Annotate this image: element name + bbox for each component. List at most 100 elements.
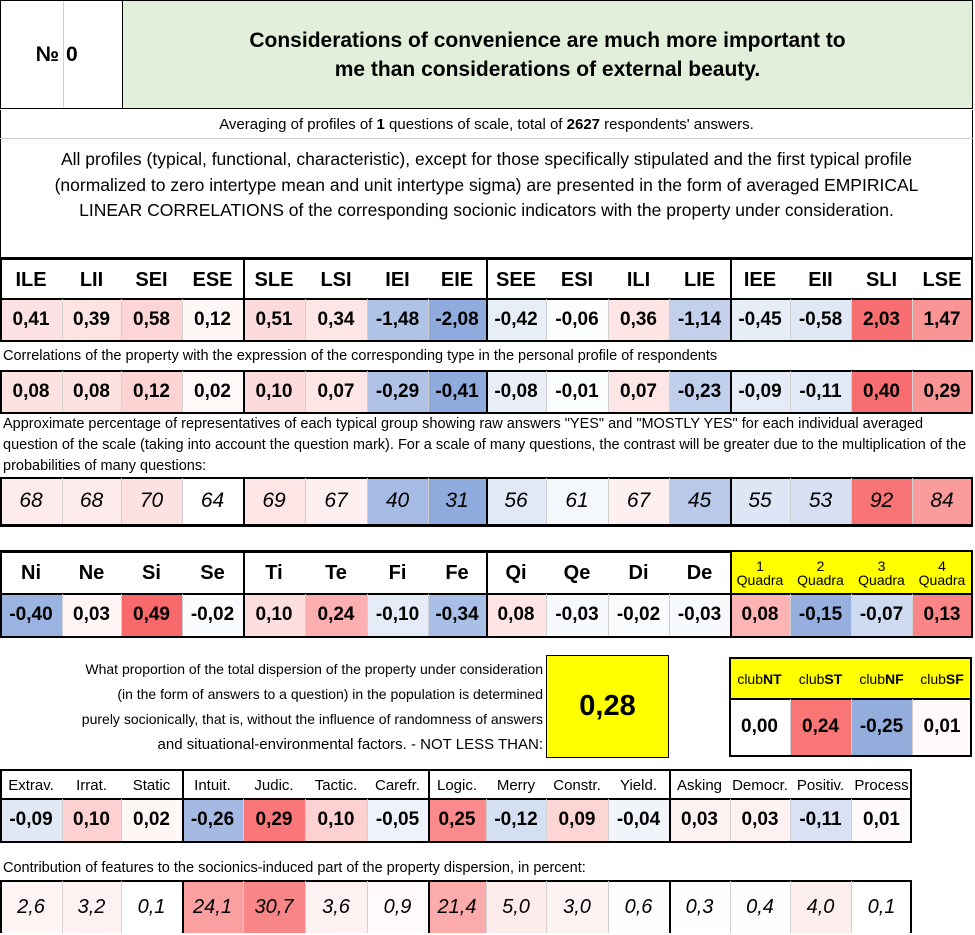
- quadra-value: 0,08: [730, 594, 790, 636]
- trait-contribution: 0,9: [367, 881, 428, 933]
- trait-header: Positiv.: [796, 776, 845, 794]
- trait-contribution: 21,4: [428, 881, 486, 933]
- type-correlation: 0,29: [912, 371, 972, 412]
- trait-header: Logic.: [436, 776, 478, 794]
- type-correlation: -0,23: [669, 371, 730, 412]
- trait-contribution: 5,0: [486, 881, 546, 933]
- type-percentage: 68: [0, 478, 62, 524]
- trait-header: Constr.: [553, 776, 601, 794]
- trait-header: Yield.: [620, 776, 657, 794]
- type-value: 0,58: [121, 299, 182, 340]
- type-correlation: 0,07: [305, 371, 367, 412]
- type-correlation: -0,29: [367, 371, 428, 412]
- type-correlation: 0,08: [62, 371, 121, 412]
- function-header: Ne: [78, 561, 105, 584]
- type-percentage: 92: [851, 478, 912, 524]
- type-percentage: 84: [912, 478, 972, 524]
- club-prefix: club: [859, 671, 885, 687]
- quadra-header: 4 Quadra: [912, 552, 972, 594]
- function-value: -0,03: [669, 594, 730, 636]
- type-percentage: 68: [62, 478, 121, 524]
- club-suffix: ST: [824, 671, 843, 687]
- trait-value: -0,11: [790, 799, 851, 841]
- quadra-label: Quadra: [736, 572, 784, 588]
- trait-value: 0,29: [243, 799, 305, 841]
- type-header: ESE: [192, 268, 233, 291]
- trait-value: 0,10: [305, 799, 367, 841]
- type-header: LIE: [683, 268, 716, 291]
- trait-value: -0,09: [0, 799, 62, 841]
- type-percentage: 40: [367, 478, 428, 524]
- clubs-table: club NT 0,00 club ST 0,24 club NF -0,25 club SF 0,0…: [729, 657, 972, 757]
- function-header: Se: [200, 561, 225, 584]
- type-header: SEI: [135, 268, 168, 291]
- function-value: -0,40: [0, 594, 62, 636]
- quadra-label: Quadra: [797, 572, 844, 588]
- function-value: 0,08: [486, 594, 546, 636]
- trait-header: Democr.: [732, 776, 788, 794]
- type-header: IEI: [385, 268, 410, 291]
- function-value: -0,02: [608, 594, 669, 636]
- type-percentage: 67: [608, 478, 669, 524]
- type-value: -0,06: [546, 299, 608, 340]
- trait-value: 0,25: [428, 799, 486, 841]
- type-value: -0,45: [730, 299, 790, 340]
- type-value: -0,58: [790, 299, 851, 340]
- trait-contribution: 0,3: [669, 881, 730, 933]
- number-value: 0: [66, 42, 78, 66]
- club-suffix: NT: [763, 671, 782, 687]
- trait-contribution: 0,1: [851, 881, 912, 933]
- club-value: 0,00: [729, 699, 790, 755]
- type-header: EII: [808, 268, 833, 291]
- number-label: №: [35, 42, 59, 66]
- trait-header: Irrat.: [76, 776, 107, 794]
- type-value: 2,03: [851, 299, 912, 340]
- type-correlation: -0,09: [730, 371, 790, 412]
- type-correlation: 0,10: [243, 371, 305, 412]
- type-percentage: 70: [121, 478, 182, 524]
- dispersion-value: 0,28: [546, 655, 669, 758]
- trait-value: 0,03: [669, 799, 730, 841]
- trait-header: Asking: [676, 776, 723, 794]
- trait-contribution: 0,4: [730, 881, 790, 933]
- type-correlation: 0,07: [608, 371, 669, 412]
- type-correlation: 0,02: [182, 371, 243, 412]
- type-value: -0,42: [486, 299, 546, 340]
- type-percentage: 55: [730, 478, 790, 524]
- trait-header: Intuit.: [194, 776, 231, 794]
- function-header: Fe: [445, 561, 469, 584]
- quadra-header: 1 Quadra: [730, 552, 790, 594]
- function-header: Si: [142, 561, 161, 584]
- club-header: club SF: [912, 659, 972, 699]
- type-percentage: 45: [669, 478, 730, 524]
- contribution-note: Contribution of features to the socionic…: [0, 855, 912, 881]
- trait-header: Static: [132, 776, 171, 794]
- club-header: club NT: [729, 659, 790, 699]
- club-header: club NF: [851, 659, 912, 699]
- trait-value: 0,03: [730, 799, 790, 841]
- percentage-note: Approximate percentage of representative…: [0, 412, 973, 478]
- function-value: -0,34: [428, 594, 486, 636]
- trait-header: Process: [854, 776, 909, 794]
- function-header: Qe: [563, 561, 591, 584]
- type-value: 1,47: [912, 299, 972, 340]
- club-suffix: SF: [945, 671, 964, 687]
- function-value: 0,24: [305, 594, 367, 636]
- type-percentage: 67: [305, 478, 367, 524]
- trait-contribution: 3,0: [546, 881, 608, 933]
- statement-title: Considerations of convenience are much m…: [123, 1, 972, 108]
- type-value: -1,48: [367, 299, 428, 340]
- type-value: 0,41: [0, 299, 62, 340]
- quadra-number: 1: [756, 558, 764, 574]
- type-percentage: 31: [428, 478, 486, 524]
- trait-value: -0,26: [182, 799, 243, 841]
- quadra-label: Quadra: [918, 572, 966, 588]
- trait-header: Merry: [496, 776, 536, 794]
- trait-header: Extrav.: [8, 776, 54, 794]
- trait-contribution: 0,1: [121, 881, 182, 933]
- question-count: 1: [376, 115, 385, 133]
- correlation-note: Correlations of the property with the ex…: [0, 340, 973, 371]
- type-header: ESI: [560, 268, 594, 291]
- club-prefix: club: [737, 671, 763, 687]
- type-correlation: -0,11: [790, 371, 851, 412]
